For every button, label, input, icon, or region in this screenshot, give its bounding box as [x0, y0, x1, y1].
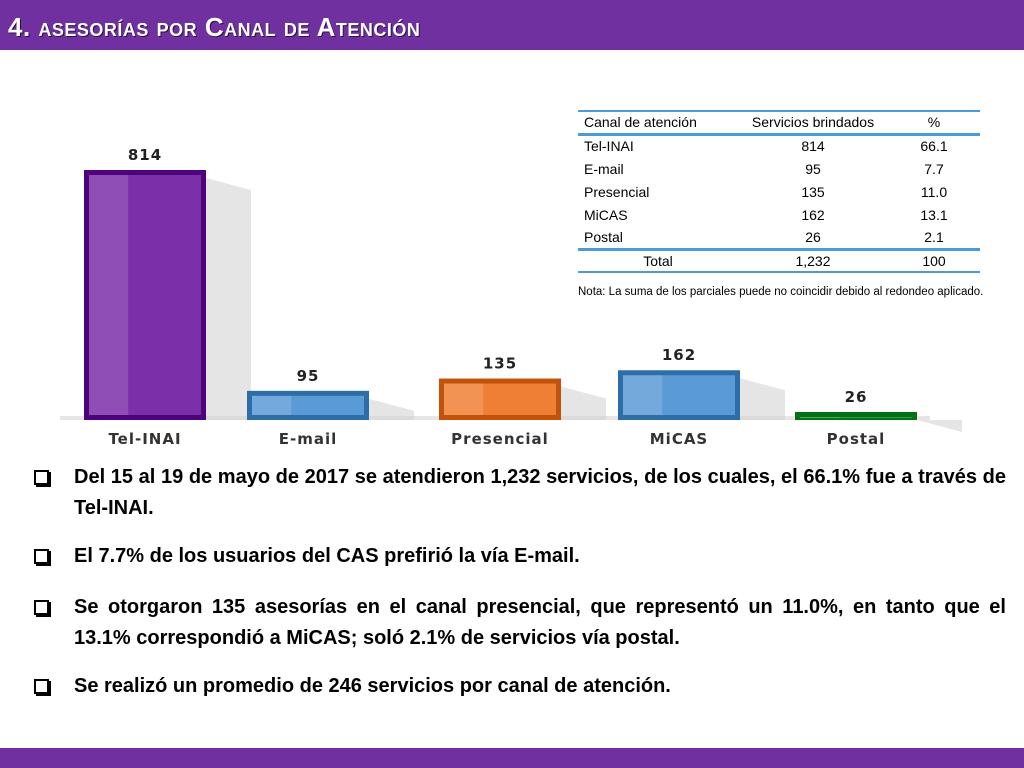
bar-face	[252, 395, 364, 415]
bar-highlight	[252, 395, 292, 415]
bullet-item: Se realizó un promedio de 246 servicios …	[34, 671, 1006, 702]
table-cell: 66.1	[920, 138, 948, 155]
table-row: MiCAS 162 13.1	[578, 203, 980, 226]
table-cell: E-mail	[584, 160, 624, 177]
checkbox-bullet-icon	[34, 679, 49, 694]
bar-highlight	[800, 417, 840, 419]
bar-mark	[795, 412, 917, 420]
bar-postal	[795, 412, 917, 420]
data-table: Canal de atención Servicios brindados % …	[578, 110, 980, 273]
bullet-text: Del 15 al 19 de mayo de 2017 se atendier…	[74, 466, 1006, 519]
bar-face	[623, 375, 735, 415]
table-total-row: Total 1,232 100	[578, 247, 980, 273]
bar-highlight	[89, 175, 129, 415]
bar-chart: 814 95 135 162 26 Tel-INAI E-mail Presencial Mi…	[60, 146, 962, 448]
bar-shadow	[561, 386, 606, 420]
bar-tel-inai	[84, 170, 206, 420]
table-cell: 162	[801, 206, 825, 223]
category-label: Tel-INAI	[108, 430, 181, 448]
table-cell: 7.7	[924, 160, 944, 177]
bar-highlight	[623, 375, 663, 415]
table-note: Nota: La suma de los parciales puede no …	[578, 286, 984, 298]
bar-shadow	[740, 378, 785, 420]
bullet-item: Del 15 al 19 de mayo de 2017 se atendier…	[34, 462, 1006, 524]
bar-highlight	[444, 383, 484, 415]
bar-value-label: 95	[297, 367, 320, 385]
footer-bar	[0, 748, 1024, 768]
bar-shadow	[369, 398, 414, 420]
category-label: Presencial	[451, 430, 549, 448]
table-cell: Presencial	[584, 183, 650, 200]
bar-micas	[618, 370, 740, 420]
category-label: Postal	[827, 430, 886, 448]
bullet-text: Se otorgaron 135 asesorías en el canal p…	[74, 596, 1006, 649]
bullet-item: El 7.7% de los usuarios del CAS prefirió…	[34, 541, 1006, 572]
table-cell: Tel-INAI	[584, 138, 634, 155]
bar-value-label: 135	[483, 355, 517, 373]
bullet-text: Se realizó un promedio de 246 servicios …	[74, 675, 671, 697]
bullet-text: El 7.7% de los usuarios del CAS prefirió…	[74, 545, 580, 567]
table-cell: 11.0	[920, 183, 948, 200]
table-row: E-mail 95 7.7	[578, 157, 980, 180]
bar-face	[89, 175, 201, 415]
checkbox-bullet-icon	[34, 600, 49, 615]
slide-title: 4. asesorías por Canal de Atención	[8, 12, 421, 42]
checkbox-bullet-icon	[34, 470, 49, 485]
bar-e-mail	[247, 390, 369, 420]
category-label: MiCAS	[650, 430, 709, 448]
table-cell: 95	[805, 160, 821, 177]
bar-face	[800, 417, 912, 419]
table-header-servicios: Servicios brindados	[738, 110, 888, 136]
bar-value-label: 814	[128, 146, 162, 164]
table-cell: 814	[801, 138, 825, 155]
table-header-percent: %	[888, 110, 980, 136]
category-label: E-mail	[279, 430, 338, 448]
checkbox-bullet-icon	[34, 549, 49, 564]
bar-shadow	[206, 178, 251, 420]
table-row: Tel-INAI 814 66.1	[578, 134, 980, 157]
bar-presencial	[439, 378, 561, 420]
table-cell: Postal	[584, 228, 623, 245]
bar-face	[444, 383, 556, 415]
table-header-canal: Canal de atención	[578, 110, 738, 136]
bullet-list: Del 15 al 19 de mayo de 2017 se atendier…	[34, 462, 1006, 702]
table-cell: 135	[801, 183, 825, 200]
table-row: Postal 26 2.1	[578, 226, 980, 249]
header-bar	[0, 0, 1024, 50]
bullet-item: Se otorgaron 135 asesorías en el canal p…	[34, 592, 1006, 654]
table-header-row: Canal de atención Servicios brindados %	[578, 110, 980, 136]
table-total-percent: 100	[888, 247, 980, 273]
table-cell: 13.1	[920, 206, 948, 223]
bar-value-label: 26	[845, 388, 868, 406]
table-cell: 2.1	[924, 228, 944, 245]
bar-shadow	[917, 420, 962, 433]
table-total-servicios: 1,232	[738, 247, 888, 273]
table-row: Presencial 135 11.0	[578, 180, 980, 203]
bar-value-label: 162	[662, 346, 696, 364]
table-total-label: Total	[578, 247, 738, 273]
table-cell: 26	[805, 228, 821, 245]
table-cell: MiCAS	[584, 206, 628, 223]
